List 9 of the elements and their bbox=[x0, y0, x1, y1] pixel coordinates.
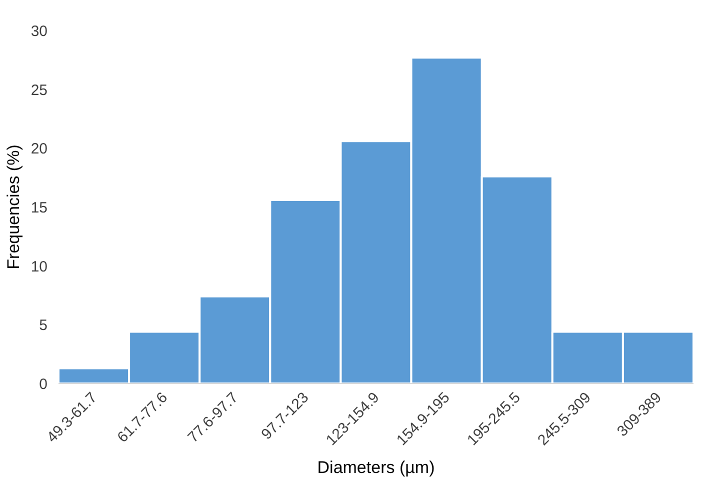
y-tick-label: 20 bbox=[30, 140, 48, 158]
y-tick-label: 0 bbox=[39, 376, 48, 393]
y-tick-label: 25 bbox=[30, 82, 48, 99]
y-tick-label: 10 bbox=[30, 258, 48, 276]
x-axis-title: Diameters (µm) bbox=[317, 458, 435, 478]
y-axis-title: Frequencies (%) bbox=[4, 144, 23, 270]
y-tick-label: 30 bbox=[30, 23, 48, 40]
y-tick-label: 5 bbox=[39, 317, 48, 334]
y-tick-label: 15 bbox=[30, 200, 48, 216]
